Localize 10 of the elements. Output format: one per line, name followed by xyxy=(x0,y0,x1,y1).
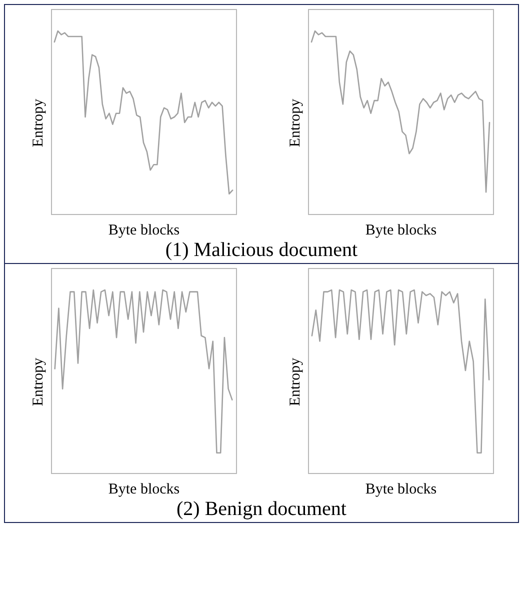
y-axis-title: Entropy xyxy=(30,357,47,406)
text: (1) Malicious document xyxy=(164,239,359,263)
y-axis-title: Entropy xyxy=(287,357,304,406)
x-axis-title: Byte blocks xyxy=(365,222,437,238)
text: (2) Benign document xyxy=(176,498,348,522)
y-axis-title: Entropy xyxy=(287,98,304,148)
x-axis-title: Byte blocks xyxy=(108,482,180,498)
x-axis-title: Byte blocks xyxy=(108,222,180,238)
y-axis-title: Entropy xyxy=(30,98,47,148)
x-axis-title: Byte blocks xyxy=(365,482,437,498)
